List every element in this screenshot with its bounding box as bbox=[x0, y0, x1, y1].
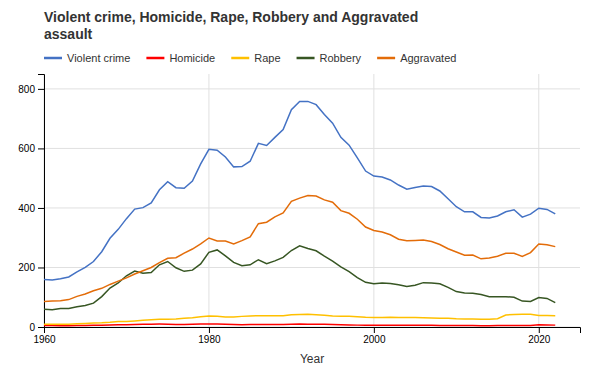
legend-label: Aggravated bbox=[400, 52, 456, 64]
legend-label: Homicide bbox=[169, 52, 215, 64]
x-tick-mark bbox=[374, 327, 375, 333]
x-tick: 1980 bbox=[198, 327, 221, 345]
x-axis: 1960 1980 2000 2020 bbox=[33, 327, 580, 345]
y-tick-label: 400 bbox=[18, 203, 35, 214]
y-tick-mark bbox=[38, 267, 44, 268]
grid-line-x bbox=[538, 74, 539, 327]
legend: Violent crime Homicide Rape Robbery Aggravat… bbox=[44, 52, 456, 64]
x-axis-title: Year bbox=[300, 352, 324, 366]
y-tick-mark bbox=[38, 208, 44, 209]
legend-label: Violent crime bbox=[67, 52, 130, 64]
y-tick: 400 bbox=[18, 203, 44, 214]
x-tick-label: 1960 bbox=[33, 334, 56, 345]
legend-item: Aggravated bbox=[377, 52, 456, 64]
title: Violent crime, Homicide, Rape, Robbery a… bbox=[44, 9, 418, 42]
legend-swatch bbox=[231, 57, 249, 60]
y-tick: 800 bbox=[18, 84, 44, 95]
y-tick-mark bbox=[38, 148, 44, 149]
x-tick-label: 1980 bbox=[198, 334, 221, 345]
x-tick-label: 2020 bbox=[528, 334, 551, 345]
title-line: Violent crime, Homicide, Rape, Robbery a… bbox=[44, 9, 418, 25]
series-line bbox=[44, 101, 555, 280]
x-tick: 2000 bbox=[363, 327, 386, 345]
series-line bbox=[44, 324, 555, 326]
grid-line-x bbox=[208, 74, 209, 327]
legend-label: Rape bbox=[254, 52, 280, 64]
lines bbox=[44, 101, 555, 325]
legend-item: Robbery bbox=[297, 52, 362, 64]
x-tick-label: 2000 bbox=[363, 334, 386, 345]
y-tick: 200 bbox=[18, 262, 44, 273]
grid bbox=[44, 74, 580, 327]
series-line bbox=[44, 314, 555, 324]
y-tick-label: 200 bbox=[18, 262, 35, 273]
grid-line-y bbox=[44, 267, 580, 268]
legend-swatch bbox=[146, 57, 164, 60]
grid-line-y bbox=[44, 88, 580, 89]
x-tick-mark bbox=[209, 327, 210, 333]
legend-swatch bbox=[297, 57, 315, 60]
series-line bbox=[44, 246, 555, 310]
y-axis: 0 200 400 600 800 bbox=[18, 75, 44, 333]
grid-line-y bbox=[44, 148, 580, 149]
title-line: assault bbox=[44, 26, 93, 42]
y-tick-label: 800 bbox=[18, 84, 35, 95]
legend-item: Rape bbox=[231, 52, 280, 64]
y-tick-label: 0 bbox=[29, 322, 35, 333]
legend-item: Homicide bbox=[146, 52, 215, 64]
legend-label: Robbery bbox=[320, 52, 362, 64]
legend-swatch bbox=[44, 57, 62, 60]
series-line bbox=[44, 195, 555, 301]
y-tick: 600 bbox=[18, 143, 44, 154]
grid-line-y bbox=[44, 207, 580, 208]
legend-swatch bbox=[377, 57, 395, 60]
y-tick-label: 600 bbox=[18, 143, 35, 154]
grid-line-x bbox=[373, 74, 374, 327]
plot-area: 1960 1980 2000 2020 0 200 400 600 800 Year bbox=[18, 74, 580, 366]
y-axis-line bbox=[38, 75, 45, 328]
legend-item: Violent crime bbox=[44, 52, 130, 64]
chart: Violent crime, Homicide, Rape, Robbery a… bbox=[0, 0, 600, 371]
x-axis-line bbox=[45, 328, 581, 334]
x-tick: 2020 bbox=[528, 327, 551, 345]
x-tick-mark bbox=[539, 327, 540, 333]
y-tick-mark bbox=[38, 327, 44, 328]
y-tick-mark bbox=[38, 89, 44, 90]
y-tick: 0 bbox=[29, 322, 44, 333]
x-tick: 1960 bbox=[33, 327, 56, 345]
